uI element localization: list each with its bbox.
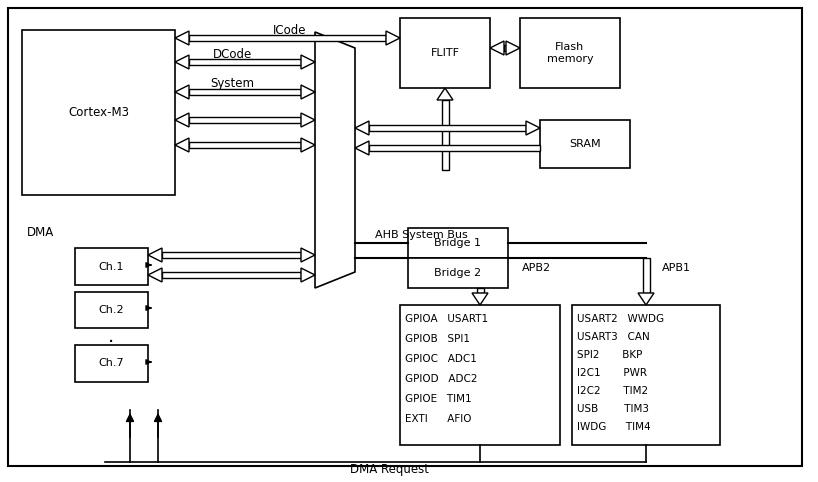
Bar — [189, 117, 301, 123]
Text: GPIOC   ADC1: GPIOC ADC1 — [405, 354, 477, 364]
Bar — [189, 142, 301, 148]
Polygon shape — [301, 248, 315, 262]
Text: USB        TIM3: USB TIM3 — [577, 404, 649, 414]
Text: Bridge 1: Bridge 1 — [434, 238, 482, 248]
Text: SRAM: SRAM — [569, 139, 600, 149]
Text: .: . — [108, 327, 115, 346]
Text: DCode: DCode — [213, 48, 252, 61]
Text: Ch.1: Ch.1 — [99, 262, 124, 271]
Bar — [540, 120, 630, 168]
Text: USART2   WWDG: USART2 WWDG — [577, 314, 664, 324]
Polygon shape — [355, 121, 369, 135]
Text: System: System — [210, 78, 254, 91]
Text: Cortex-M3: Cortex-M3 — [68, 106, 129, 119]
Bar — [369, 125, 526, 131]
Bar — [189, 59, 301, 65]
Bar — [408, 258, 508, 288]
Bar — [75, 292, 148, 328]
Polygon shape — [506, 41, 520, 55]
Polygon shape — [148, 268, 162, 282]
Polygon shape — [175, 113, 189, 127]
Polygon shape — [148, 248, 162, 262]
Text: APB2: APB2 — [522, 263, 551, 273]
Text: EXTI      AFIO: EXTI AFIO — [405, 414, 471, 424]
Text: Ch.2: Ch.2 — [99, 305, 124, 315]
Polygon shape — [355, 141, 369, 155]
Text: FLITF: FLITF — [430, 48, 460, 58]
Text: APB1: APB1 — [662, 263, 691, 273]
Bar — [572, 305, 720, 445]
Text: DMA: DMA — [27, 227, 54, 240]
Polygon shape — [301, 113, 315, 127]
Polygon shape — [301, 85, 315, 99]
Text: GPIOA   USART1: GPIOA USART1 — [405, 314, 488, 324]
Polygon shape — [490, 41, 504, 55]
Bar — [189, 89, 301, 95]
Text: GPIOD   ADC2: GPIOD ADC2 — [405, 374, 478, 384]
Text: I2C1       PWR: I2C1 PWR — [577, 368, 647, 378]
Polygon shape — [301, 55, 315, 69]
Bar — [520, 18, 620, 88]
Polygon shape — [175, 55, 189, 69]
Polygon shape — [175, 85, 189, 99]
Text: Ch.7: Ch.7 — [99, 359, 124, 369]
Bar — [369, 145, 540, 151]
Polygon shape — [437, 88, 453, 100]
Bar — [75, 248, 148, 285]
Text: Bridge 2: Bridge 2 — [434, 268, 482, 278]
Polygon shape — [301, 268, 315, 282]
Text: GPIOB   SPI1: GPIOB SPI1 — [405, 334, 470, 344]
Bar — [408, 228, 508, 258]
Bar — [504, 45, 506, 51]
Bar — [400, 305, 560, 445]
Polygon shape — [175, 31, 189, 45]
Bar — [162, 252, 301, 258]
Bar — [477, 288, 483, 293]
Bar — [442, 100, 448, 170]
Text: I2C2       TIM2: I2C2 TIM2 — [577, 386, 648, 396]
Bar — [75, 345, 148, 382]
Text: AHB System Bus: AHB System Bus — [375, 230, 468, 240]
Text: SPI2       BKP: SPI2 BKP — [577, 350, 642, 360]
Polygon shape — [386, 31, 400, 45]
Polygon shape — [638, 293, 654, 305]
Polygon shape — [301, 138, 315, 152]
Text: GPIOE   TIM1: GPIOE TIM1 — [405, 394, 472, 404]
Text: ICode: ICode — [273, 24, 307, 37]
Bar — [22, 30, 175, 195]
Polygon shape — [526, 121, 540, 135]
Polygon shape — [315, 32, 355, 288]
Text: IWDG      TIM4: IWDG TIM4 — [577, 422, 650, 432]
Bar — [189, 35, 386, 41]
Text: DMA Request: DMA Request — [350, 464, 429, 477]
Bar — [642, 258, 649, 293]
Bar — [162, 272, 301, 278]
Text: Flash
memory: Flash memory — [546, 42, 593, 64]
Text: USART3   CAN: USART3 CAN — [577, 332, 649, 342]
Polygon shape — [175, 138, 189, 152]
Bar — [400, 18, 490, 88]
Polygon shape — [472, 293, 488, 305]
